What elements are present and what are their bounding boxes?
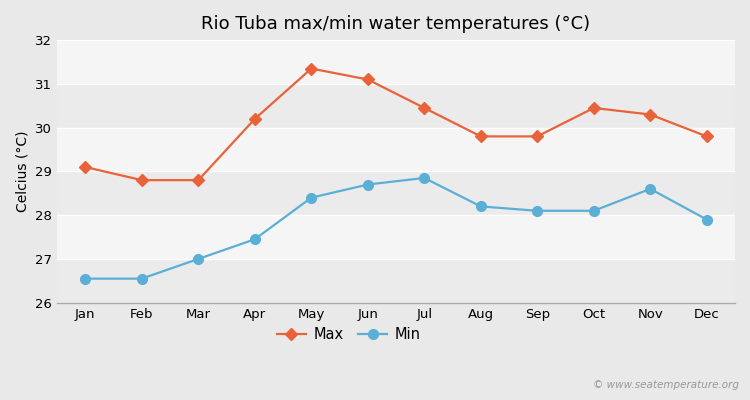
- Max: [81, 165, 90, 170]
- Max: [420, 106, 429, 110]
- Bar: [57, 40, 735, 84]
- Min: [194, 256, 202, 261]
- Max: [194, 178, 202, 182]
- Bar: [57, 259, 735, 303]
- Text: © www.seatemperature.org: © www.seatemperature.org: [592, 380, 739, 390]
- Min: [251, 237, 260, 242]
- Min: [702, 217, 711, 222]
- Bar: [57, 84, 735, 128]
- Max: [532, 134, 542, 139]
- Max: [363, 77, 372, 82]
- Min: [476, 204, 485, 209]
- Min: [81, 276, 90, 281]
- Min: [363, 182, 372, 187]
- Min: [590, 208, 598, 213]
- Min: [420, 176, 429, 180]
- Max: [476, 134, 485, 139]
- Legend: Max, Min: Max, Min: [271, 321, 426, 348]
- Bar: [57, 215, 735, 259]
- Line: Max: Max: [81, 64, 711, 184]
- Y-axis label: Celcius (°C): Celcius (°C): [15, 131, 29, 212]
- Max: [251, 116, 260, 121]
- Min: [646, 186, 655, 191]
- Min: [137, 276, 146, 281]
- Bar: [57, 128, 735, 172]
- Max: [307, 66, 316, 71]
- Max: [702, 134, 711, 139]
- Min: [532, 208, 542, 213]
- Bar: [57, 172, 735, 215]
- Min: [307, 195, 316, 200]
- Title: Rio Tuba max/min water temperatures (°C): Rio Tuba max/min water temperatures (°C): [202, 15, 590, 33]
- Max: [646, 112, 655, 117]
- Line: Min: Min: [80, 173, 712, 284]
- Max: [137, 178, 146, 182]
- Max: [590, 106, 598, 110]
